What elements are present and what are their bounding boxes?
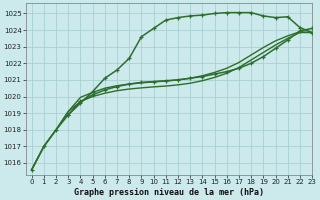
X-axis label: Graphe pression niveau de la mer (hPa): Graphe pression niveau de la mer (hPa) <box>74 188 264 197</box>
